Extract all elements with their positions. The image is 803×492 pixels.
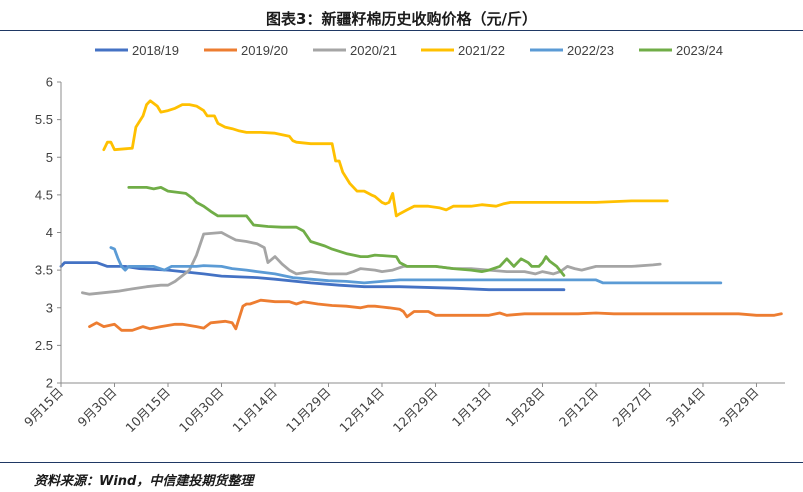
y-axis-ticks: 2 2.5 3 3.5 4 4.5 5 5.5 6: [35, 75, 61, 391]
series-line-2020-21: [81, 231, 662, 296]
title-rule: [0, 30, 803, 31]
y-tick-label: 5: [46, 150, 53, 165]
x-tick-label: 2月27日: [609, 385, 654, 430]
x-tick-label: 11月29日: [283, 385, 334, 436]
legend-label: 2019/20: [241, 43, 288, 58]
legend: 2018/19 2019/20 2020/21 2021/22 2022/23 2023/…: [95, 43, 723, 58]
x-tick-label: 10月15日: [122, 385, 173, 436]
legend-label: 2021/22: [458, 43, 505, 58]
x-tick-label: 10月30日: [176, 385, 227, 436]
x-tick-label: 3月14日: [663, 385, 708, 430]
line-chart: 2018/19 2019/20 2020/21 2021/22 2022/23 2023/…: [21, 43, 785, 435]
legend-label: 2018/19: [132, 43, 179, 58]
source-note: 资料来源：Wind，中信建投期货整理: [34, 474, 254, 489]
y-tick-label: 4: [46, 225, 53, 240]
x-tick-label: 3月29日: [716, 385, 761, 430]
series-line-2019-20: [88, 298, 783, 332]
y-tick-label: 4.5: [35, 187, 53, 202]
y-tick-label: 3: [46, 300, 53, 315]
legend-label: 2023/24: [676, 43, 723, 58]
y-tick-label: 5.5: [35, 112, 53, 127]
legend-label: 2020/21: [350, 43, 397, 58]
x-axis-ticks: 9月15日 9月30日 10月15日 10月30日 11月14日 11月29日 12月14日…: [21, 383, 762, 435]
x-tick-label: 9月30日: [74, 385, 119, 430]
chart-title: 图表3：新疆籽棉历史收购价格（元/斤）: [266, 10, 537, 28]
x-tick-label: 12月29日: [390, 385, 441, 436]
series-line-2018-19: [59, 261, 566, 292]
x-tick-label: 1月13日: [449, 385, 494, 430]
series-lines: [59, 99, 783, 332]
axes: [60, 82, 785, 384]
legend-label: 2022/23: [567, 43, 614, 58]
x-tick-label: 11月14日: [229, 385, 280, 436]
x-tick-label: 12月14日: [336, 385, 387, 436]
series-line-2023-24: [127, 185, 566, 277]
series-line-2021-22: [102, 99, 669, 218]
series-line-2022-23: [109, 246, 723, 285]
y-tick-label: 2: [46, 376, 53, 391]
y-tick-label: 6: [46, 75, 53, 90]
y-tick-label: 3.5: [35, 263, 53, 278]
x-tick-label: 9月15日: [21, 385, 66, 430]
footer-rule: [0, 462, 803, 463]
x-tick-label: 1月28日: [502, 385, 547, 430]
x-tick-label: 2月12日: [556, 385, 601, 430]
y-tick-label: 2.5: [35, 338, 53, 353]
